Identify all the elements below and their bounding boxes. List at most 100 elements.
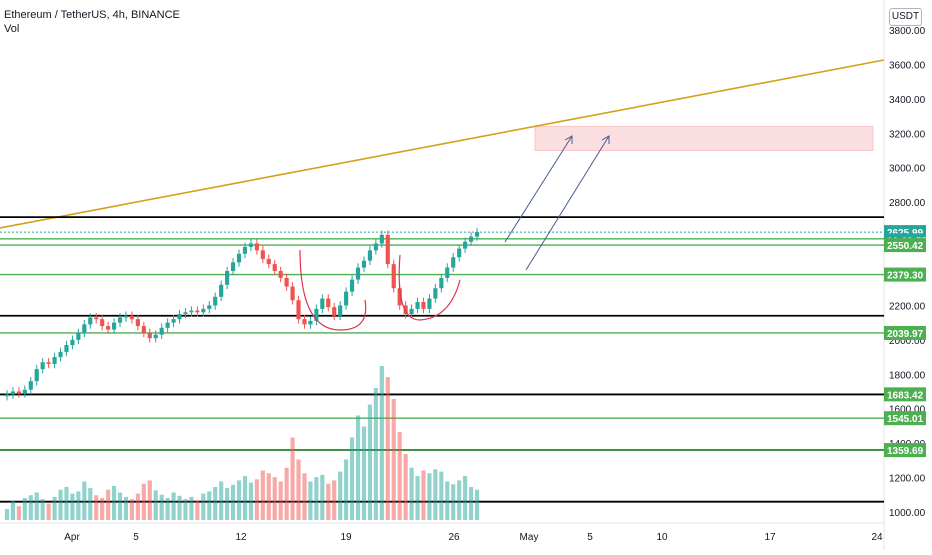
y-tick-label: 3600.00: [889, 60, 926, 71]
candle-body[interactable]: [474, 232, 480, 237]
candle-body[interactable]: [308, 320, 313, 325]
candle-body[interactable]: [94, 317, 99, 320]
candle-body[interactable]: [320, 298, 325, 309]
projection-arrow-1[interactable]: [504, 135, 573, 243]
volume-bar: [82, 481, 87, 520]
candle-body[interactable]: [236, 253, 242, 263]
candle-body[interactable]: [463, 241, 468, 249]
candle-body[interactable]: [427, 298, 432, 309]
candle-body[interactable]: [207, 305, 212, 309]
candle-body[interactable]: [296, 300, 301, 320]
candle-body[interactable]: [171, 319, 176, 323]
candle-body[interactable]: [421, 301, 426, 309]
candle-body[interactable]: [379, 234, 384, 244]
candle-body[interactable]: [367, 250, 373, 261]
candle-body[interactable]: [135, 319, 140, 327]
candle-body[interactable]: [165, 322, 170, 328]
candle-body[interactable]: [64, 345, 69, 352]
candle-body[interactable]: [123, 315, 129, 318]
candle-body[interactable]: [355, 267, 361, 280]
volume-bar: [433, 469, 438, 520]
candle-body[interactable]: [344, 291, 349, 306]
candle-body[interactable]: [219, 284, 224, 297]
candle-body[interactable]: [16, 391, 21, 394]
candle-body[interactable]: [248, 243, 254, 247]
candle-body[interactable]: [230, 262, 236, 271]
candle-body[interactable]: [349, 279, 355, 292]
candle-body[interactable]: [409, 308, 414, 315]
candle-body[interactable]: [225, 271, 230, 285]
volume-indicator-label[interactable]: Vol: [4, 23, 20, 35]
candle-body[interactable]: [415, 301, 420, 309]
candle-body[interactable]: [159, 327, 164, 335]
candle-body[interactable]: [290, 286, 295, 301]
target-zone[interactable]: [534, 125, 874, 152]
candle-body[interactable]: [177, 314, 182, 320]
candle-body[interactable]: [189, 310, 194, 313]
candle-body[interactable]: [385, 234, 390, 265]
candle-body[interactable]: [10, 391, 16, 395]
candle-body[interactable]: [260, 250, 265, 259]
candle-body[interactable]: [111, 322, 117, 330]
candle-body[interactable]: [22, 389, 27, 394]
candle-body[interactable]: [302, 319, 307, 325]
cup-curve-right[interactable]: [398, 254, 461, 321]
candle-body[interactable]: [314, 308, 319, 321]
volume-bar: [302, 473, 307, 520]
candle-body[interactable]: [445, 267, 450, 278]
candle-body[interactable]: [4, 394, 10, 397]
candle-body[interactable]: [88, 317, 93, 325]
candle-body[interactable]: [254, 243, 259, 251]
candle-body[interactable]: [28, 381, 33, 390]
candle-body[interactable]: [457, 248, 462, 258]
candle-body[interactable]: [338, 305, 343, 316]
candle-body[interactable]: [195, 310, 200, 313]
candle-body[interactable]: [58, 351, 63, 358]
volume-bar: [34, 492, 39, 520]
candle-body[interactable]: [242, 246, 248, 254]
candle-body[interactable]: [147, 332, 152, 339]
volume-bar: [94, 495, 99, 520]
candle-body[interactable]: [153, 334, 158, 339]
candle-body[interactable]: [373, 243, 378, 251]
projection-arrow-2[interactable]: [525, 135, 610, 271]
candle-body[interactable]: [70, 339, 75, 346]
candle-body[interactable]: [213, 296, 218, 306]
candle-body[interactable]: [266, 258, 271, 265]
symbol-title[interactable]: Ethereum / TetherUS, 4h, BINANCE: [4, 9, 180, 21]
candle-body[interactable]: [278, 271, 283, 278]
candle-body[interactable]: [141, 326, 146, 333]
candle-body[interactable]: [326, 298, 331, 308]
candle-body[interactable]: [272, 264, 277, 271]
currency-button[interactable]: USDT: [889, 8, 922, 26]
cup-curve-left[interactable]: [299, 249, 367, 331]
candle-body[interactable]: [100, 319, 105, 327]
candle-body[interactable]: [361, 260, 367, 268]
candle-body[interactable]: [52, 357, 57, 364]
candle-body[interactable]: [34, 369, 39, 382]
candle-body[interactable]: [183, 312, 188, 315]
candle-body[interactable]: [284, 277, 289, 287]
candle-body[interactable]: [117, 317, 123, 323]
volume-bar: [4, 509, 10, 520]
candle-body[interactable]: [439, 277, 444, 289]
candle-body[interactable]: [40, 362, 45, 370]
candle-body[interactable]: [397, 288, 402, 306]
candle-body[interactable]: [201, 308, 206, 313]
candle-body[interactable]: [76, 332, 81, 340]
candle-body[interactable]: [403, 305, 408, 315]
candle-body[interactable]: [129, 315, 135, 320]
price-label-box: [884, 387, 926, 402]
candle-body[interactable]: [332, 307, 337, 316]
candle-body[interactable]: [82, 324, 87, 333]
candle-body[interactable]: [106, 326, 111, 330]
candle-body[interactable]: [468, 236, 474, 242]
candle-body[interactable]: [391, 264, 396, 289]
volume-bar: [153, 490, 158, 520]
candle-body[interactable]: [451, 257, 456, 268]
candle-body[interactable]: [433, 288, 438, 299]
candle-body[interactable]: [46, 362, 51, 364]
rising-trendline[interactable]: [0, 59, 885, 229]
